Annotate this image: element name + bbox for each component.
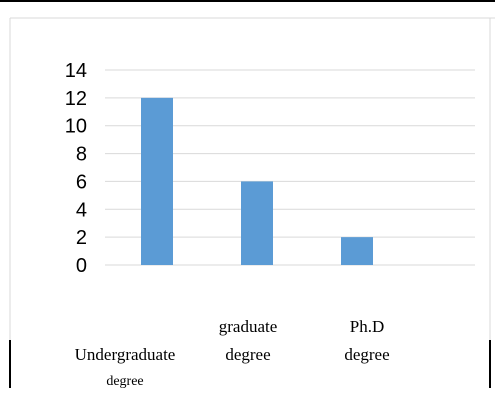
x-category-label: degree xyxy=(225,345,270,364)
bar xyxy=(141,97,173,265)
x-category-label: Undergraduate xyxy=(75,345,176,364)
y-tick-label: 6 xyxy=(76,171,87,193)
bar xyxy=(341,237,373,265)
y-tick-label: 14 xyxy=(65,60,87,82)
y-tick-label: 12 xyxy=(65,88,87,110)
y-tick-label: 0 xyxy=(76,255,87,277)
y-axis-tick-labels: 0 2 4 6 8 10 12 14 xyxy=(65,60,87,277)
y-tick-label: 2 xyxy=(76,227,87,249)
x-category-label: Ph.D xyxy=(350,317,384,336)
y-tick-label: 4 xyxy=(76,199,87,221)
bars xyxy=(141,97,373,265)
x-category-label: degree xyxy=(106,374,143,388)
x-category-label: graduate xyxy=(219,317,278,336)
x-category-label: degree xyxy=(344,345,389,364)
x-axis-category-labels: Undergraduate degree graduate degree Ph.D deg… xyxy=(75,317,390,389)
y-tick-label: 10 xyxy=(65,116,87,138)
y-tick-label: 8 xyxy=(76,144,87,166)
bar xyxy=(241,181,273,265)
